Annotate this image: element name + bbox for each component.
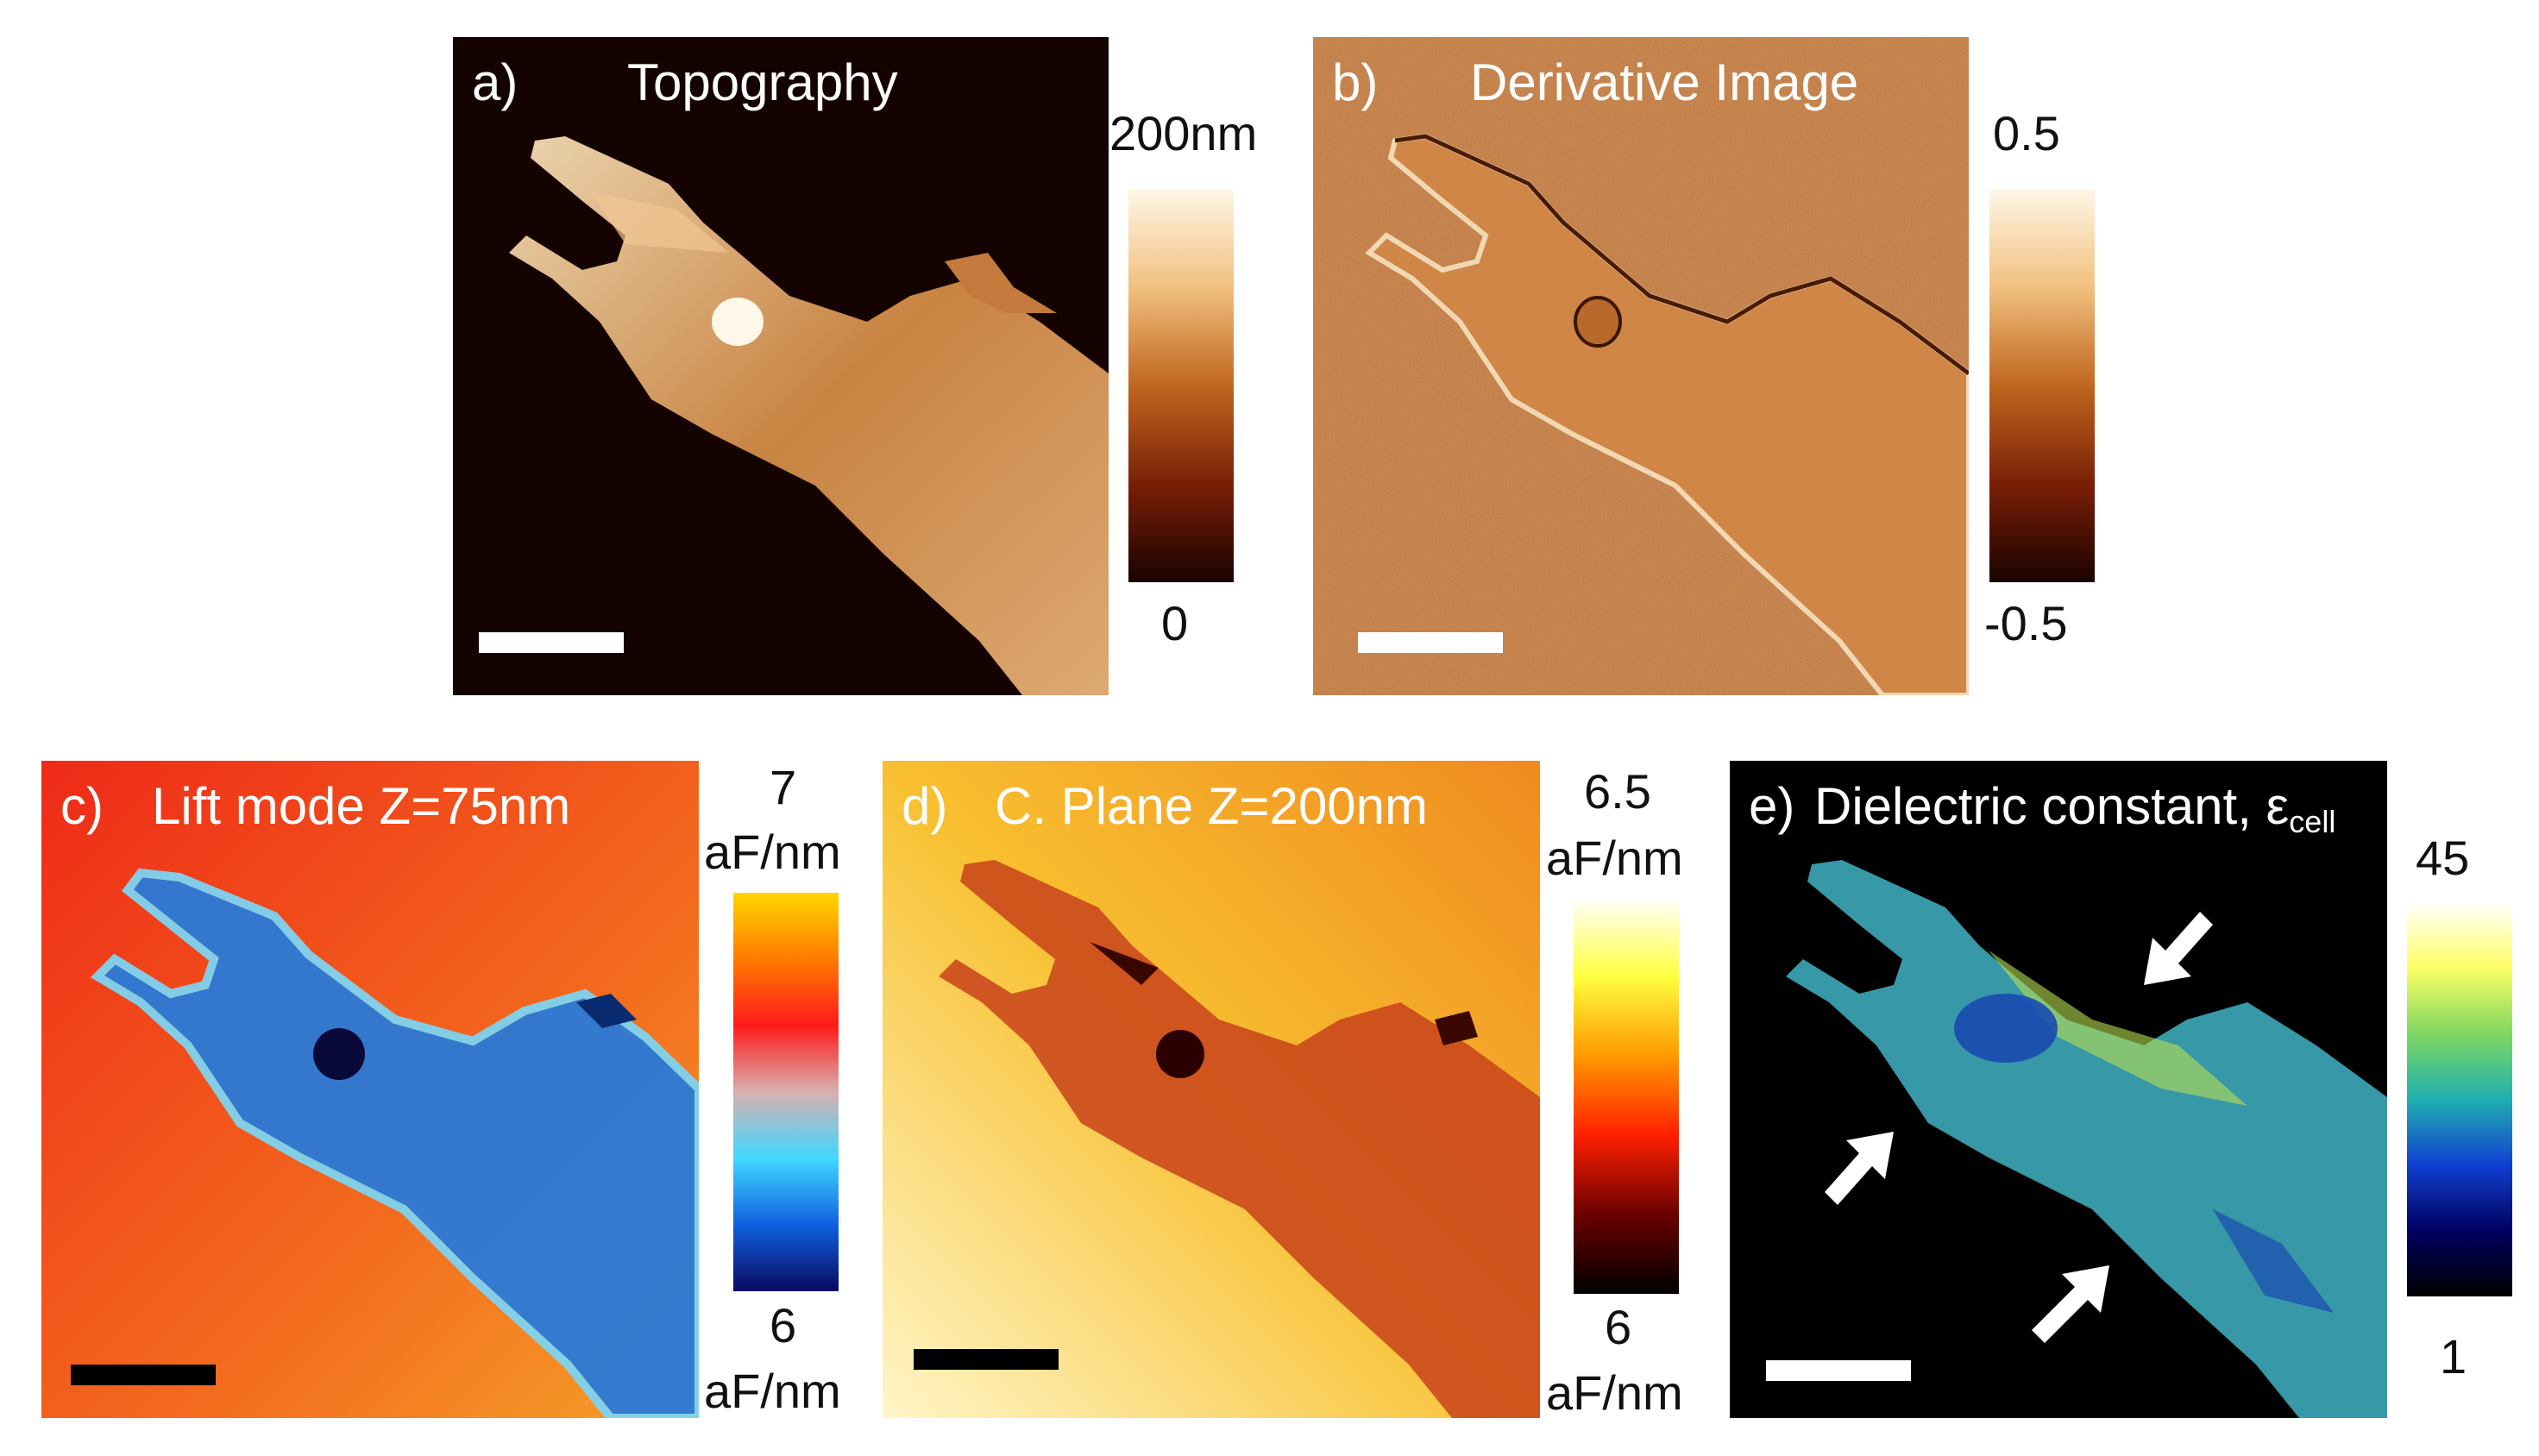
colorbar-max-unit: aF/nm — [1546, 831, 1683, 885]
panel-title: Lift mode Z=75nm — [152, 777, 571, 835]
colorbar-lift-mode — [733, 893, 839, 1291]
arrow-icon — [2032, 1265, 2109, 1343]
arrow-icon — [2144, 912, 2213, 985]
colorbar-min-unit: aF/nm — [1546, 1365, 1683, 1420]
panel-title: Derivative Image — [1470, 53, 1859, 111]
topography-image — [453, 37, 1109, 695]
scale-bar — [479, 632, 624, 653]
colorbar-max-label: 200nm — [1109, 106, 1258, 160]
scale-bar — [1766, 1360, 1911, 1381]
scale-bar — [1358, 632, 1503, 653]
colorbar-min-unit: aF/nm — [704, 1364, 841, 1418]
panel-title-text: Dielectric constant, ε — [1814, 777, 2290, 835]
colorbar-topography — [1128, 190, 1234, 582]
c-plane-image — [883, 761, 1540, 1418]
colorbar-min-label: 0 — [1161, 596, 1189, 650]
panel-b-derivative: b) Derivative Image — [1313, 37, 1969, 695]
colorbar-derivative — [1989, 190, 2095, 582]
panel-title: Dielectric constant, εcell — [1814, 776, 2335, 840]
panel-title-subscript: cell — [2289, 804, 2336, 839]
scale-bar — [71, 1365, 216, 1385]
panel-c-lift-mode: c) Lift mode Z=75nm — [41, 761, 699, 1418]
colorbar-dielectric — [2407, 901, 2512, 1296]
colorbar-max-label: 45 — [2416, 831, 2470, 885]
panel-d-c-plane: d) C. Plane Z=200nm — [883, 761, 1540, 1418]
panel-label: c) — [60, 777, 104, 835]
colorbar-max-label: 0.5 — [1993, 106, 2060, 160]
colorbar-min-label: 6 — [770, 1298, 797, 1352]
colorbar-min-label: -0.5 — [1984, 596, 2068, 650]
panel-label: d) — [902, 777, 948, 835]
colorbar-max-label: 6.5 — [1584, 764, 1651, 819]
scale-bar — [914, 1349, 1059, 1370]
colorbar-min-label: 6 — [1605, 1300, 1632, 1354]
lift-mode-image — [41, 761, 699, 1418]
panel-label: e) — [1749, 777, 1795, 835]
colorbar-min-label: 1 — [2440, 1329, 2467, 1384]
dielectric-image — [1730, 761, 2387, 1418]
colorbar-max-unit: aF/nm — [704, 825, 841, 879]
panel-e-dielectric: e) Dielectric constant, εcell — [1730, 761, 2387, 1418]
colorbar-max-label: 7 — [770, 760, 797, 814]
panel-a-topography: a) Topography — [453, 37, 1109, 695]
panel-title: Topography — [627, 53, 898, 111]
panel-label: a) — [472, 53, 518, 111]
panel-title: C. Plane Z=200nm — [995, 777, 1428, 835]
panel-label: b) — [1332, 53, 1379, 111]
colorbar-c-plane — [1574, 897, 1679, 1294]
arrow-icon — [1825, 1132, 1894, 1205]
derivative-image — [1313, 37, 1969, 695]
